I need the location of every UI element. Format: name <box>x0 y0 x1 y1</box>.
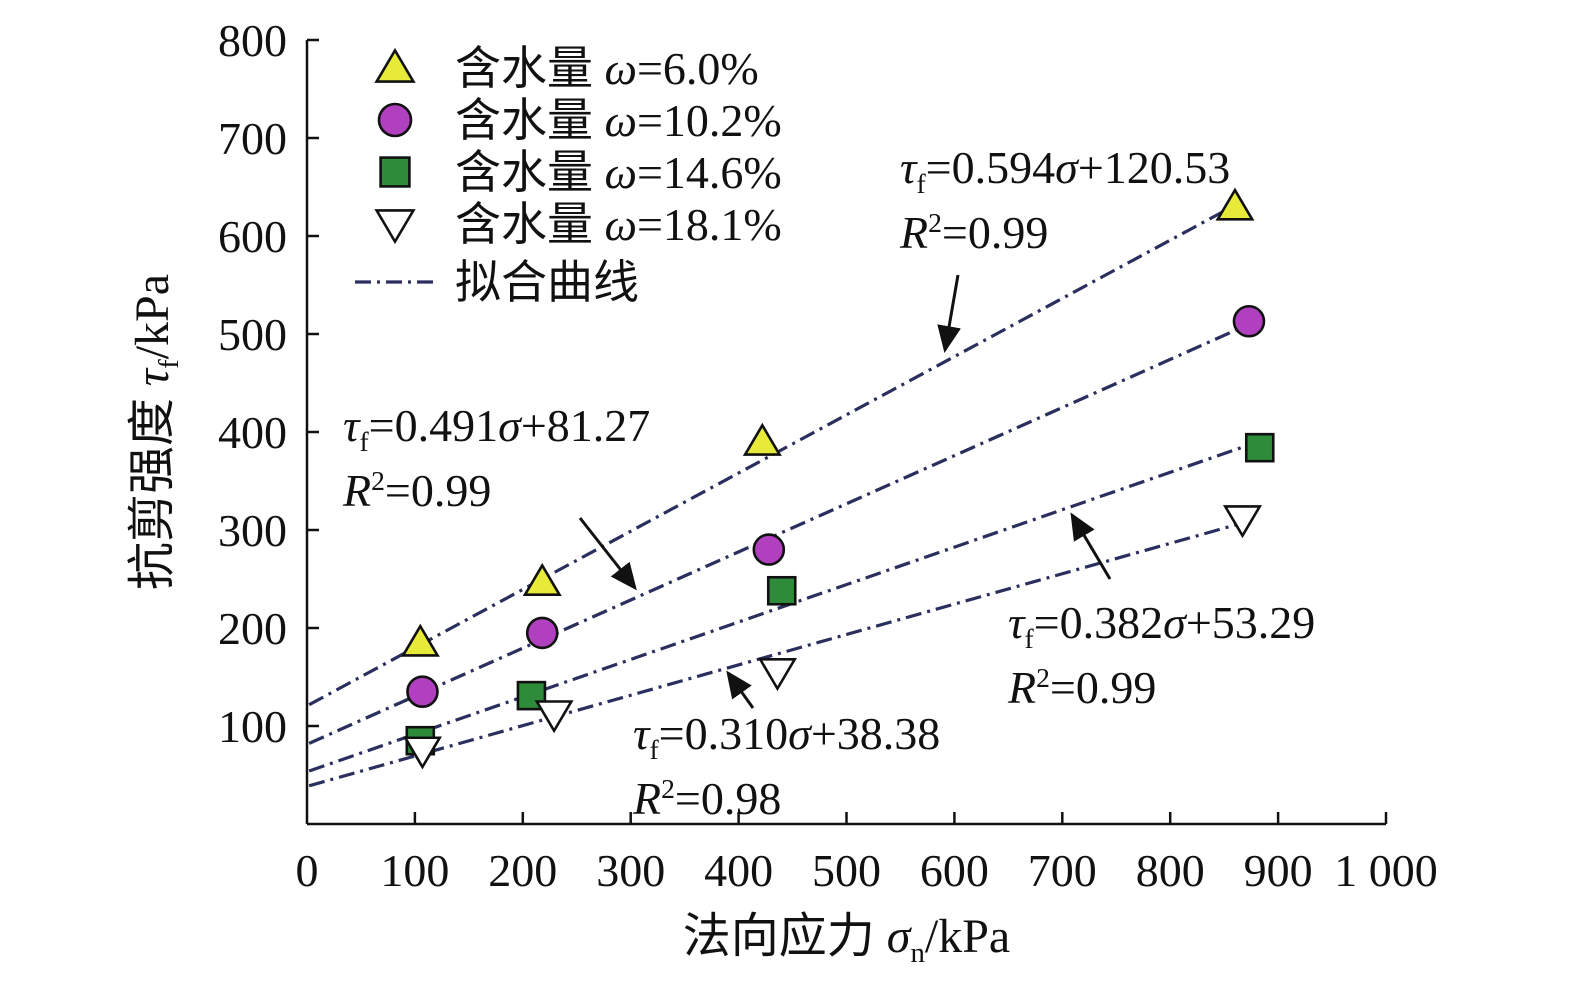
legend: 含水量 ω=6.0%含水量 ω=10.2%含水量 ω=14.6%含水量 ω=18… <box>355 43 782 308</box>
fit-r2: R2=0.98 <box>632 773 781 824</box>
data-point-square <box>516 680 547 711</box>
legend-label: 含水量 ω=10.2% <box>455 95 782 146</box>
fit-line <box>308 320 1254 745</box>
data-point-triangle-down <box>757 658 797 692</box>
data-point-square <box>1244 432 1275 463</box>
data-point-circle <box>525 616 559 650</box>
data-point-triangle-up <box>400 623 440 657</box>
x-tick-label: 900 <box>1244 845 1313 896</box>
data-point-triangle-up <box>1215 187 1255 221</box>
fit-equation: τf=0.594σ+120.53 <box>900 142 1230 199</box>
y-tick-label: 100 <box>218 701 287 752</box>
x-tick-label: 0 <box>296 845 319 896</box>
legend-fit-label: 拟合曲线 <box>455 257 639 308</box>
annotation-arrow <box>937 274 961 353</box>
fit-r2: R2=0.99 <box>342 465 491 516</box>
data-markers <box>400 187 1275 770</box>
x-tick-label: 200 <box>488 845 557 896</box>
x-tick-label: 800 <box>1136 845 1205 896</box>
legend-label: 含水量 ω=18.1% <box>455 199 782 250</box>
y-axis-title: 抗剪强度 τf/kPa <box>126 274 185 590</box>
fit-annotation: τf=0.594σ+120.53 R2=0.99 <box>899 142 1230 353</box>
data-point-triangle-up <box>742 422 782 456</box>
x-axis-title: 法向应力 σn/kPa <box>683 910 1010 969</box>
legend-marker <box>379 156 411 188</box>
data-point-circle <box>1232 304 1266 338</box>
x-tick-label: 500 <box>812 845 881 896</box>
y-tick-label: 800 <box>218 15 287 66</box>
data-point-triangle-down <box>402 736 442 770</box>
annotation-arrow <box>578 517 637 591</box>
legend-label: 含水量 ω=14.6% <box>455 147 782 198</box>
x-tick-label: 600 <box>920 845 989 896</box>
x-tick-label: 1 000 <box>1334 845 1438 896</box>
y-tick-label: 600 <box>218 211 287 262</box>
axes: 0 100 200 300 400 500 600 700 800 900 1 000 100 200 3… <box>126 15 1438 969</box>
data-point-triangle-up <box>522 562 562 596</box>
fit-r2: R2=0.99 <box>1007 662 1156 713</box>
x-tick-label: 400 <box>704 845 773 896</box>
data-point-square <box>766 575 797 606</box>
legend-marker <box>377 102 413 138</box>
annotation-arrow <box>726 670 755 709</box>
fit-equation: τf=0.310σ+38.38 <box>633 708 940 765</box>
legend-marker <box>374 209 416 245</box>
data-point-circle <box>406 675 439 709</box>
data-point-triangle-down <box>534 700 574 734</box>
fit-annotation: τf=0.491σ+81.27 R2=0.99 <box>342 400 650 591</box>
fit-equation: τf=0.491σ+81.27 <box>343 400 650 457</box>
y-tick-label: 500 <box>218 309 287 360</box>
legend-marker <box>374 47 416 83</box>
y-tick-label: 400 <box>218 407 287 458</box>
fit-annotation: τf=0.310σ+38.38 R2=0.98 <box>632 670 940 824</box>
annotation-arrow <box>1070 512 1112 580</box>
fit-equation: τf=0.382σ+53.29 <box>1008 597 1315 654</box>
fit-r2: R2=0.99 <box>899 207 1048 258</box>
y-tick-label: 300 <box>218 505 287 556</box>
data-point-triangle-down <box>1222 505 1263 539</box>
x-tick-label: 100 <box>380 845 449 896</box>
legend-label: 含水量 ω=6.0% <box>455 43 759 94</box>
x-tick-label: 700 <box>1028 845 1097 896</box>
x-tick-label: 300 <box>596 845 665 896</box>
fit-annotation: τf=0.382σ+53.29 R2=0.99 <box>1007 512 1315 713</box>
data-point-circle <box>752 533 786 566</box>
fit-line <box>308 520 1248 788</box>
fit-annotations: τf=0.594σ+120.53 R2=0.99 τf=0.491σ+81.27 R2… <box>342 142 1315 824</box>
y-tick-label: 700 <box>218 113 287 164</box>
y-tick-label: 200 <box>218 603 287 654</box>
